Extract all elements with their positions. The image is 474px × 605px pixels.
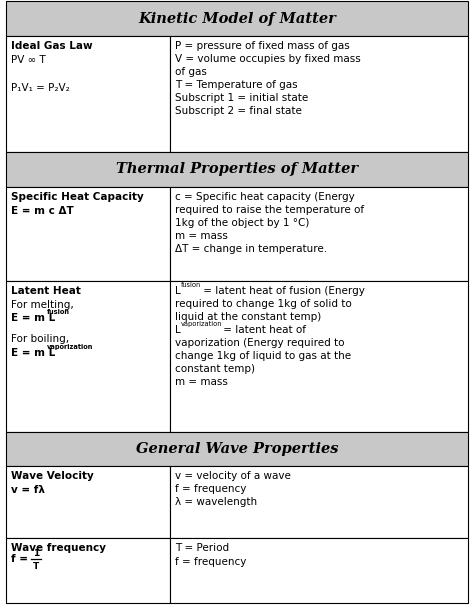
Text: T: T (33, 562, 39, 571)
Text: constant temp): constant temp) (175, 364, 255, 374)
Text: T = Temperature of gas: T = Temperature of gas (175, 80, 298, 90)
Text: = latent heat of: = latent heat of (220, 325, 306, 335)
Text: Specific Heat Capacity: Specific Heat Capacity (11, 192, 144, 201)
Text: m = mass: m = mass (175, 231, 228, 241)
Bar (6, 1, 468, 36)
Bar (170, 281, 468, 432)
Bar (170, 538, 468, 603)
Text: L: L (175, 286, 181, 296)
Text: For boiling,: For boiling, (11, 335, 69, 344)
Text: E = m c ΔT: E = m c ΔT (11, 206, 73, 215)
Text: f =: f = (11, 554, 27, 564)
Text: λ = wavelength: λ = wavelength (175, 497, 257, 508)
Text: T = Period: T = Period (175, 543, 229, 554)
Bar (170, 187, 468, 281)
Bar (6, 152, 468, 187)
Bar (170, 36, 468, 152)
Text: V = volume occupies by fixed mass: V = volume occupies by fixed mass (175, 54, 361, 64)
Text: 1: 1 (33, 549, 39, 558)
Text: P₁V₁ = P₂V₂: P₁V₁ = P₂V₂ (11, 83, 69, 93)
Text: = latent heat of fusion (Energy: = latent heat of fusion (Energy (200, 286, 365, 296)
Text: required to raise the temperature of: required to raise the temperature of (175, 204, 364, 215)
Text: f = frequency: f = frequency (175, 485, 246, 494)
Text: fusion: fusion (181, 282, 201, 288)
Text: Wave frequency: Wave frequency (11, 543, 106, 554)
Text: c = Specific heat capacity (Energy: c = Specific heat capacity (Energy (175, 192, 355, 201)
Bar (6, 36, 170, 152)
Text: m = mass: m = mass (175, 377, 228, 387)
Bar (6, 466, 170, 538)
Bar (170, 466, 468, 538)
Text: Kinetic Model of Matter: Kinetic Model of Matter (138, 11, 336, 25)
Text: P = pressure of fixed mass of gas: P = pressure of fixed mass of gas (175, 41, 350, 51)
Text: v = velocity of a wave: v = velocity of a wave (175, 471, 291, 482)
Text: L: L (175, 325, 181, 335)
Text: required to change 1kg of solid to: required to change 1kg of solid to (175, 299, 352, 309)
Text: f = frequency: f = frequency (175, 557, 246, 567)
Text: vaporization: vaporization (181, 321, 222, 327)
Text: E = m L: E = m L (11, 348, 55, 358)
Text: liquid at the constant temp): liquid at the constant temp) (175, 312, 321, 322)
Text: Subscript 1 = initial state: Subscript 1 = initial state (175, 93, 308, 103)
Text: General Wave Properties: General Wave Properties (136, 442, 338, 456)
Text: v = fλ: v = fλ (11, 485, 45, 495)
Text: change 1kg of liquid to gas at the: change 1kg of liquid to gas at the (175, 351, 351, 361)
Text: Latent Heat: Latent Heat (11, 286, 81, 296)
Text: For melting,: For melting, (11, 300, 73, 310)
Text: Wave Velocity: Wave Velocity (11, 471, 93, 482)
Text: Thermal Properties of Matter: Thermal Properties of Matter (116, 162, 358, 177)
Bar (6, 432, 468, 466)
Bar (6, 538, 170, 603)
Text: fusion: fusion (47, 309, 70, 315)
Text: Ideal Gas Law: Ideal Gas Law (11, 41, 92, 51)
Text: PV ∞ T: PV ∞ T (11, 55, 46, 65)
Text: E = m L: E = m L (11, 313, 55, 323)
Text: vaporization: vaporization (47, 344, 93, 350)
Text: Subscript 2 = final state: Subscript 2 = final state (175, 106, 302, 116)
Text: vaporization (Energy required to: vaporization (Energy required to (175, 338, 345, 348)
Bar (6, 281, 170, 432)
Bar (6, 187, 170, 281)
Text: ΔT = change in temperature.: ΔT = change in temperature. (175, 244, 327, 253)
Text: 1kg of the object by 1 °C): 1kg of the object by 1 °C) (175, 218, 310, 227)
Text: of gas: of gas (175, 67, 207, 77)
